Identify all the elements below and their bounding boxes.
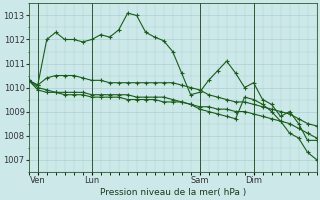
X-axis label: Pression niveau de la mer( hPa ): Pression niveau de la mer( hPa ): [100, 188, 246, 197]
